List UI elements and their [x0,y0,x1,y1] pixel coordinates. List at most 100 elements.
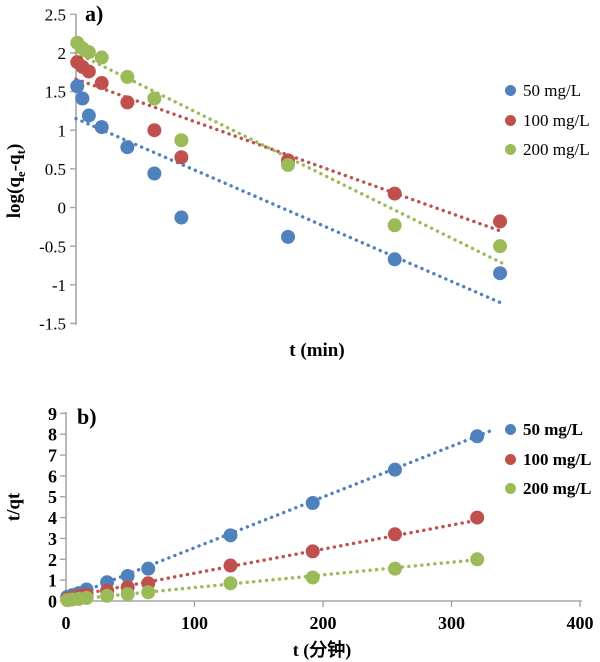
legend-item-50mgL: 50 mg/L [505,76,590,106]
data-point-200mgL [100,588,115,603]
data-point-200mgL [470,552,485,567]
y-tick-label: -1.5 [39,315,66,334]
data-point-50mgL [120,140,135,155]
y-tick-label: 0.5 [45,160,66,179]
legend-label: 100 mg/L [523,449,592,469]
y-tick-label: 2 [58,44,67,63]
data-point-50mgL [94,120,109,135]
legend-marker-blue-icon [505,424,516,436]
data-point-200mgL [174,133,189,148]
data-point-100mgL [387,527,402,542]
x-tick-label: 400 [567,613,594,633]
y-title-subscript-t: t [12,150,28,155]
data-point-50mgL [387,252,402,267]
data-point-50mgL [305,496,320,511]
y-tick-label: 8 [48,425,57,445]
panel-b-label: b) [77,404,97,429]
y-tick-label: 6 [48,466,57,486]
data-point-50mgL [147,166,162,181]
data-point-100mgL [81,64,96,79]
data-point-200mgL [223,576,238,591]
data-point-50mgL [81,108,96,123]
y-title-text: log(q [4,177,26,219]
legend-item-50mgL: 50 mg/L [505,415,591,445]
data-point-100mgL [223,558,238,573]
data-point-100mgL [147,123,162,138]
legend-label: 50 mg/L [523,420,583,440]
panel-a-y-axis-title: log(qe-qt) [4,143,28,219]
data-point-100mgL [120,95,135,110]
data-point-200mgL [387,561,402,576]
legend-marker-green-icon [505,144,516,156]
data-point-100mgL [305,544,320,559]
data-point-200mgL [493,239,508,254]
data-point-200mgL [120,69,135,84]
legend-label: 50 mg/L [523,81,582,101]
legend-label: 100 mg/L [523,110,590,130]
y-tick-label: 5 [48,487,57,507]
panel-b-x-axis-title: t (分钟) [292,640,352,660]
y-title-text: ) [4,143,26,151]
data-point-100mgL [470,510,485,525]
data-point-100mgL [387,186,402,201]
y-title-text: -q [4,154,26,172]
panel-a-label: a) [85,1,104,26]
data-point-200mgL [79,590,94,605]
y-tick-label: 1 [58,121,67,140]
y-tick-label: -0.5 [39,237,66,256]
y-title-subscript-e: e [12,171,28,178]
y-tick-label: 4 [48,508,57,528]
data-point-50mgL [470,429,485,444]
legend-label: 200 mg/L [523,140,590,160]
legend-label: 200 mg/L [523,479,592,499]
data-point-50mgL [281,229,296,244]
data-point-200mgL [94,50,109,65]
y-tick-label: 9 [48,404,57,424]
data-point-50mgL [493,266,508,281]
legend-item-100mgL: 100 mg/L [505,106,590,136]
data-point-200mgL [81,45,96,60]
legend-marker-green-icon [505,483,516,495]
legend-item-200mgL: 200 mg/L [505,474,591,504]
legend-item-100mgL: 100 mg/L [505,445,591,475]
panel-a-x-axis-title: t (min) [289,340,345,361]
data-point-50mgL [141,561,156,576]
data-point-50mgL [223,528,238,543]
y-tick-label: 0 [58,199,67,218]
trendline-50mgL [64,428,495,601]
trendline-200mgL [64,558,473,602]
data-point-200mgL [387,218,402,233]
data-point-50mgL [70,79,85,94]
legend-item-200mgL: 200 mg/L [505,135,590,165]
y-tick-label: 0 [48,591,57,611]
legend-marker-red-icon [505,453,516,465]
trendline-200mgL [74,51,506,266]
y-tick-label: 1 [48,571,57,591]
data-point-50mgL [75,91,90,106]
data-point-200mgL [305,570,320,585]
x-tick-label: 100 [181,613,208,633]
panel-b-legend: 50 mg/L 100 mg/L 200 mg/L [505,415,591,504]
y-tick-label: 3 [48,529,57,549]
legend-marker-blue-icon [505,85,516,97]
y-tick-label: -1 [52,276,66,295]
x-tick-label: 200 [310,613,337,633]
data-point-50mgL [387,462,402,477]
x-tick-label: 0 [62,613,71,633]
data-point-200mgL [147,91,162,106]
data-point-50mgL [120,568,135,583]
panel-a-legend: 50 mg/L 100 mg/L 200 mg/L [505,76,590,165]
y-tick-label: 1.5 [45,83,66,102]
data-point-50mgL [174,210,189,225]
trendline-50mgL [74,116,506,306]
x-tick-label: 300 [438,613,465,633]
trendline-100mgL [64,519,477,599]
panel-b-y-axis-title: t/qt [3,492,25,522]
data-point-200mgL [281,157,296,172]
data-point-200mgL [141,585,156,600]
data-point-100mgL [94,76,109,91]
data-point-200mgL [120,587,135,602]
legend-marker-red-icon [505,114,516,126]
